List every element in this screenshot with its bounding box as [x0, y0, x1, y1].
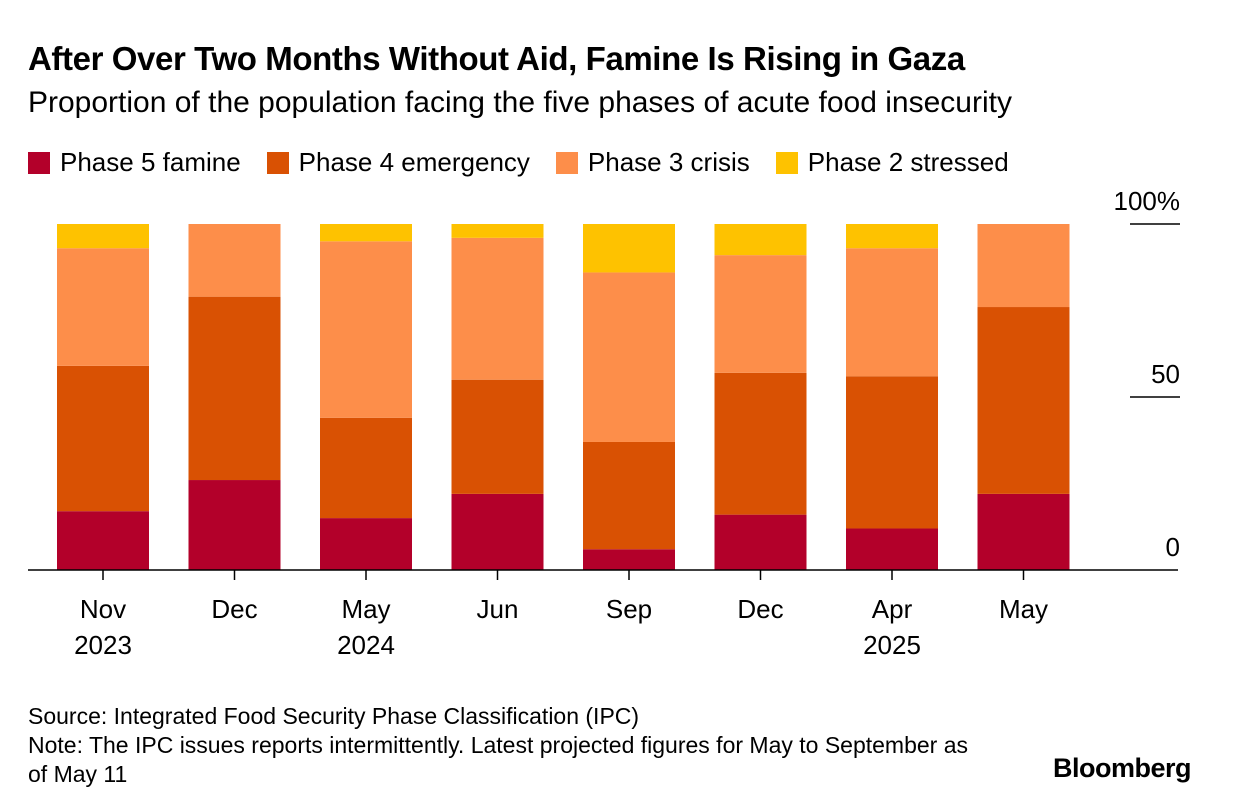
bar-segment-phase-3-crisis — [977, 224, 1070, 308]
bar-segment-phase-3-crisis — [320, 241, 412, 418]
legend-label: Phase 4 emergency — [298, 147, 530, 177]
legend-item-phase-5: Phase 5 famine — [28, 147, 241, 178]
legend-swatch — [775, 151, 798, 174]
legend-item-phase-4: Phase 4 emergency — [266, 147, 530, 178]
x-tick-label: Sep — [606, 594, 652, 624]
bar-segment-phase-4-emergency — [846, 376, 938, 529]
x-tick-label: Dec — [211, 594, 257, 624]
legend-label: Phase 2 stressed — [807, 147, 1009, 177]
bar-segment-phase-2-stressed — [583, 224, 675, 273]
legend-swatch — [28, 151, 50, 174]
methodology-note: Note: The IPC issues reports intermitten… — [28, 732, 969, 787]
x-tick-label: Dec — [737, 594, 783, 624]
x-tick-label: Nov — [80, 594, 126, 624]
bar-segment-phase-5-famine — [451, 493, 544, 570]
bar-segment-phase-5-famine — [714, 514, 807, 570]
footer: Source: Integrated Food Security Phase C… — [28, 702, 988, 789]
legend-item-phase-2: Phase 2 stressed — [775, 147, 1009, 178]
x-tick-label: Apr — [872, 594, 913, 624]
bar-segment-phase-5-famine — [320, 518, 412, 570]
x-year-label: 2025 — [863, 630, 921, 660]
legend-item-phase-3: Phase 3 crisis — [555, 147, 750, 178]
bar-segment-phase-4-emergency — [583, 441, 675, 550]
bar-segment-phase-3-crisis — [451, 237, 544, 380]
bar-segment-phase-4-emergency — [451, 379, 544, 494]
chart-subtitle: Proportion of the population facing the … — [28, 86, 1012, 119]
x-tick-label: May — [999, 594, 1048, 624]
legend: Phase 5 famine Phase 4 emergency Phase 3 c… — [28, 147, 1035, 178]
bloomberg-logo: Bloomberg — [1053, 753, 1192, 783]
legend-swatch — [555, 151, 578, 174]
bar-segment-phase-2-stressed — [320, 224, 412, 242]
legend-label: Phase 3 crisis — [587, 147, 750, 177]
bar-segment-phase-5-famine — [977, 493, 1070, 570]
legend-label: Phase 5 famine — [60, 147, 241, 177]
bar-segment-phase-3-crisis — [57, 248, 149, 366]
bar-segment-phase-2-stressed — [57, 224, 149, 249]
x-tick-label: May — [341, 594, 390, 624]
bar-segment-phase-3-crisis — [846, 248, 938, 377]
x-year-label: 2024 — [337, 630, 395, 660]
chart-title: After Over Two Months Without Aid, Famin… — [28, 40, 965, 77]
bar-segment-phase-4-emergency — [320, 417, 412, 519]
y-tick-label: 50 — [1151, 359, 1180, 389]
bar-segment-phase-2-stressed — [846, 224, 938, 249]
y-tick-label: 0 — [1166, 532, 1180, 562]
bar-segment-phase-5-famine — [846, 528, 938, 570]
bar-segment-phase-4-emergency — [714, 372, 807, 515]
stacked-bar-chart: Nov 2023 Dec May 2024 Jun Sep Dec Apr 2025 May 100%… — [28, 186, 1181, 660]
bar-segment-phase-4-emergency — [57, 365, 149, 512]
bar-segment-phase-3-crisis — [583, 272, 675, 442]
bar-segment-phase-5-famine — [188, 480, 281, 570]
y-tick-label: 100% — [1114, 186, 1181, 216]
bar-segment-phase-4-emergency — [188, 296, 281, 481]
bar-segment-phase-3-crisis — [188, 224, 281, 297]
bar-segment-phase-3-crisis — [714, 255, 807, 373]
bar-segment-phase-5-famine — [583, 549, 675, 570]
x-tick-label: Jun — [477, 594, 519, 624]
bar-segment-phase-2-stressed — [451, 224, 544, 238]
source-note: Source: Integrated Food Security Phase C… — [28, 703, 640, 729]
legend-swatch — [266, 151, 289, 174]
x-year-label: 2023 — [74, 630, 132, 660]
bar-segment-phase-4-emergency — [977, 307, 1070, 494]
bar-segment-phase-2-stressed — [714, 224, 807, 256]
bar-segment-phase-5-famine — [57, 511, 149, 570]
